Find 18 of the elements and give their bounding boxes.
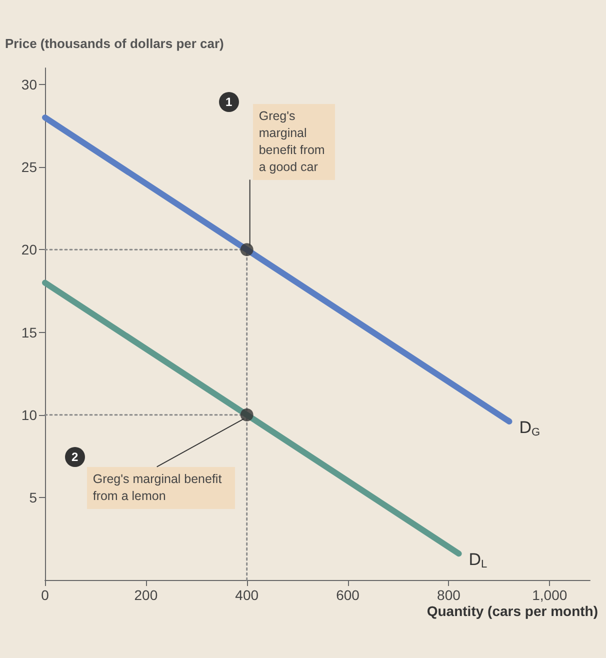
y-tick-label: 5: [29, 489, 38, 506]
x-tick-label: 0: [41, 587, 50, 603]
x-tick-label: 1,000: [532, 587, 568, 603]
annotation: Greg's marginal benefit from a lemon: [86, 466, 235, 509]
y-tick-label: 30: [21, 76, 38, 93]
x-tick-label: 800: [437, 587, 461, 603]
annotation: Greg's marginal benefit from a good car: [252, 104, 335, 180]
y-tick-label: 10: [21, 406, 38, 423]
x-tick-label: 200: [134, 587, 158, 603]
annotation: 1: [218, 92, 239, 112]
y-tick-label: 25: [21, 159, 38, 176]
y-tick-label: 15: [21, 324, 38, 340]
x-tick-label: 600: [336, 587, 360, 603]
x-axis-title: Quantity (cars per month): [426, 603, 598, 619]
y-axis-title: Price (thousands of dollars per car): [5, 36, 224, 51]
y-tick-label: 20: [21, 242, 38, 258]
annotation: 2: [64, 446, 85, 467]
x-tick-label: 400: [235, 587, 259, 603]
